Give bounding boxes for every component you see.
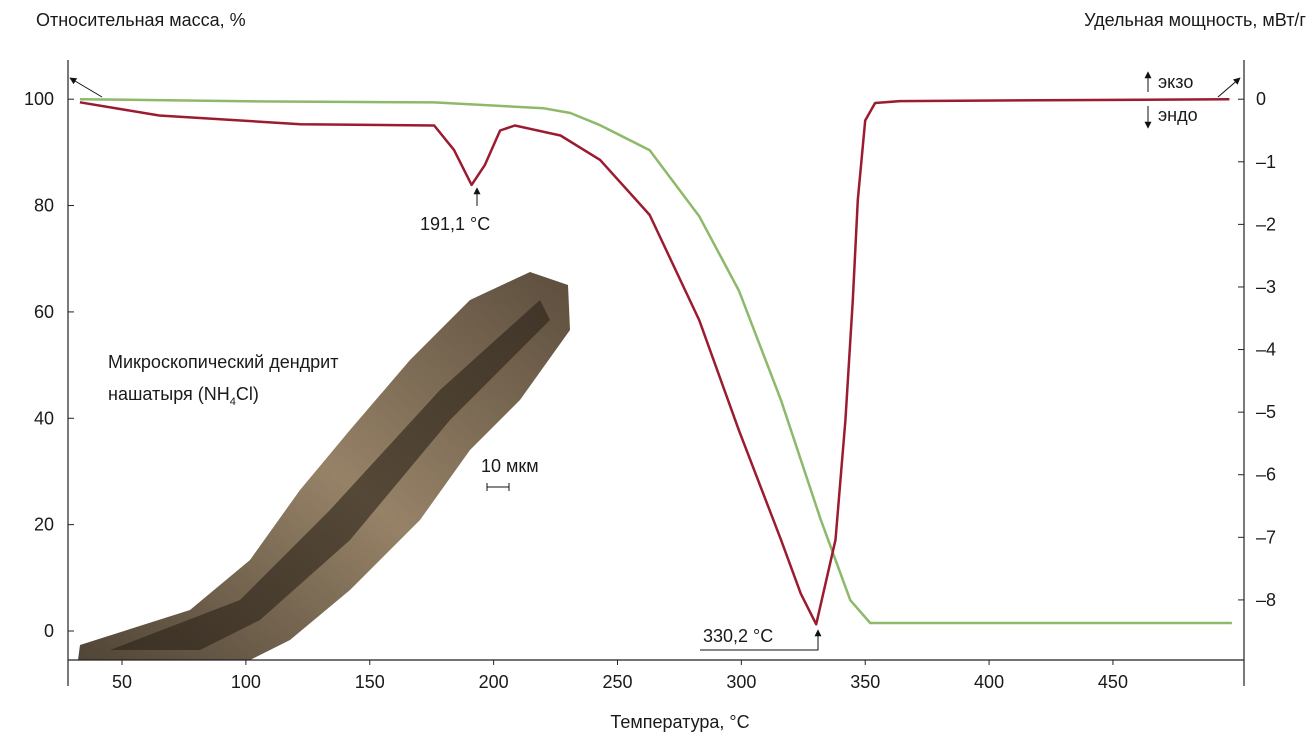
y2-tick-label: 0	[1256, 89, 1266, 109]
axis-arrow	[69, 77, 103, 98]
y-tick-label: 100	[24, 89, 54, 109]
y2-tick-label: –3	[1256, 277, 1276, 297]
y2-tick-label: –8	[1256, 590, 1276, 610]
y-axis-title: Относительная масса, %	[36, 10, 246, 30]
x-tick-label: 450	[1098, 672, 1128, 692]
annotation: эндо	[1158, 105, 1198, 125]
y2-tick-label: –1	[1256, 152, 1276, 172]
inset-caption: Микроскопический дендрит	[108, 352, 338, 372]
y2-tick-label: –5	[1256, 402, 1276, 422]
y-tick-label: 0	[44, 621, 54, 641]
caption-sub: 4	[230, 396, 236, 408]
caption-part: нашатыря (NH	[108, 384, 230, 404]
scale-bar	[486, 483, 510, 491]
data-line	[79, 97, 1230, 626]
annotation-arrow	[700, 629, 822, 651]
micrograph	[78, 272, 570, 660]
annotation: 330,2 °C	[703, 626, 773, 646]
x-tick-label: 100	[231, 672, 261, 692]
y2-tick-label: –7	[1256, 527, 1276, 547]
inset-caption: нашатыря (NH4Cl)	[108, 384, 259, 408]
axis-arrow	[1217, 77, 1241, 98]
y2-tick-label: –4	[1256, 340, 1276, 360]
x-tick-label: 200	[479, 672, 509, 692]
y-tick-label: 60	[34, 302, 54, 322]
data-line	[79, 97, 1232, 625]
y2-tick-label: –6	[1256, 465, 1276, 485]
y-tick-label: 20	[34, 515, 54, 535]
x-tick-label: 250	[602, 672, 632, 692]
caption-part: Cl)	[236, 384, 259, 404]
y2-axis-title: Удельная мощность, мВт/г	[1084, 10, 1306, 30]
x-axis-title: Температура, °C	[610, 712, 749, 732]
x-tick-label: 300	[726, 672, 756, 692]
scale-label: 10 мкм	[481, 456, 539, 476]
y2-tick-label: –2	[1256, 214, 1276, 234]
y-tick-label: 40	[34, 408, 54, 428]
x-tick-label: 400	[974, 672, 1004, 692]
x-tick-label: 50	[112, 672, 132, 692]
x-tick-label: 350	[850, 672, 880, 692]
x-tick-label: 150	[355, 672, 385, 692]
annotation: 191,1 °C	[420, 214, 490, 234]
y-tick-label: 80	[34, 196, 54, 216]
annotation: экзо	[1158, 72, 1193, 92]
